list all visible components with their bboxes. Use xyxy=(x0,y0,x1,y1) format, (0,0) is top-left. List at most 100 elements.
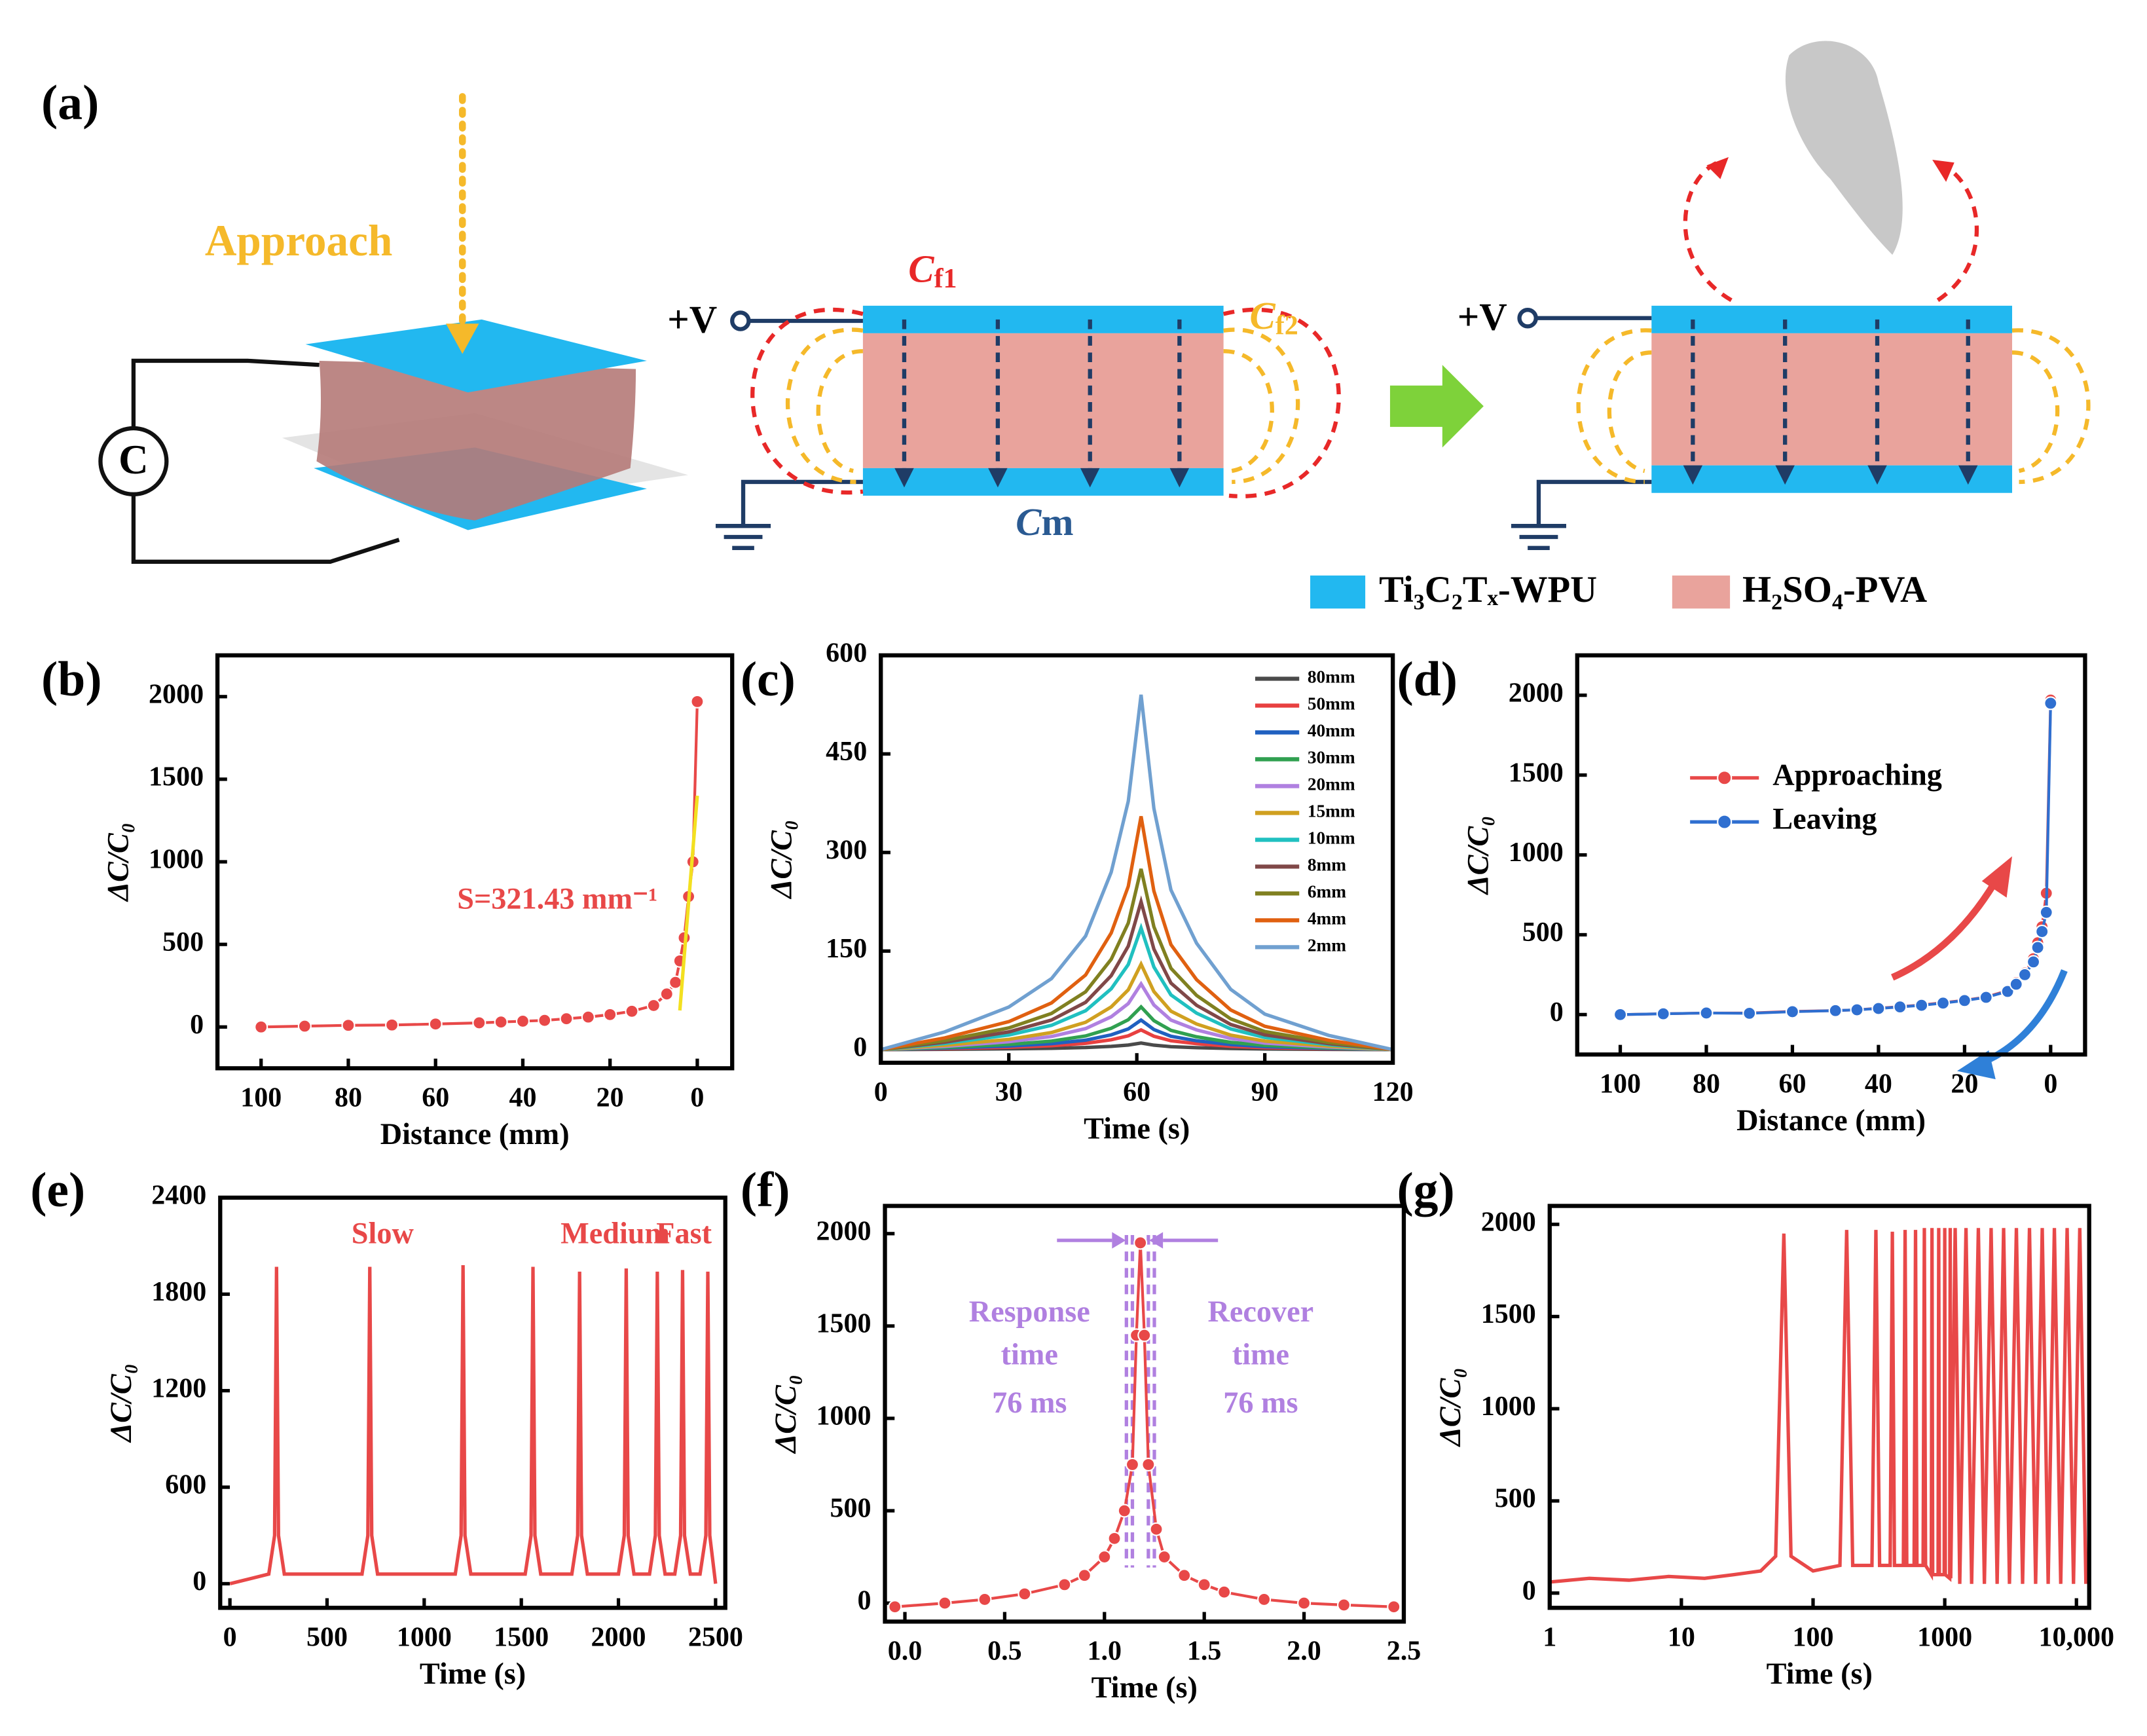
legend-marker xyxy=(1717,770,1733,786)
y-tick-label: 0 xyxy=(853,1032,867,1062)
legend-swatch xyxy=(1310,575,1366,609)
y-tick-label: 0 xyxy=(193,1566,206,1597)
y-axis-label: ΔC/C₀ xyxy=(1461,816,1495,896)
data-point xyxy=(1018,1587,1032,1601)
field-lines xyxy=(902,319,1182,475)
series-line xyxy=(1620,699,2052,1016)
data-point xyxy=(1850,1003,1864,1017)
y-tick-label: 2000 xyxy=(1481,1207,1536,1237)
legend-marker xyxy=(1717,814,1733,830)
y-tick-label: 1200 xyxy=(151,1373,206,1403)
x-tick-label: 10,000 xyxy=(2038,1622,2114,1652)
y-axis-label: ΔC/C₀ xyxy=(105,1363,138,1443)
data-point xyxy=(2030,940,2045,955)
y-tick-label: 0 xyxy=(190,1010,204,1040)
x-tick-label: 0 xyxy=(2044,1069,2057,1099)
panel-label: (a) xyxy=(41,76,99,130)
legend-label: Approaching xyxy=(1772,758,1942,792)
annotation: S=321.43 mm⁻¹ xyxy=(457,883,657,916)
panel-label: (c) xyxy=(741,652,796,707)
arrow-head xyxy=(1706,157,1729,179)
legend-label: 8mm xyxy=(1308,855,1346,875)
data-point xyxy=(1915,998,1929,1012)
plot-frame xyxy=(883,1204,1406,1624)
data-point xyxy=(428,1017,443,1031)
fit-line xyxy=(678,795,699,1011)
y-tick-label: 1500 xyxy=(1509,758,1564,788)
x-tick-label: 1.0 xyxy=(1088,1636,1122,1666)
finger xyxy=(1785,41,1903,255)
terminal xyxy=(1517,308,1538,329)
x-axis-label: Time (s) xyxy=(1092,1671,1198,1705)
data-point xyxy=(1613,1007,1628,1022)
annotation: Recover xyxy=(1208,1295,1314,1329)
y-tick-label: 0 xyxy=(1550,997,1564,1027)
y-tick-label: 2000 xyxy=(816,1216,871,1246)
data-point xyxy=(1125,1457,1139,1472)
data-point xyxy=(1656,1007,1670,1021)
y-tick-label: 1500 xyxy=(149,762,204,792)
legend-label: 80mm xyxy=(1308,667,1355,687)
panel-label: (b) xyxy=(41,652,101,707)
data-point xyxy=(690,694,705,709)
top-plate xyxy=(305,319,647,393)
data-point xyxy=(625,1004,639,1018)
meter-label: C xyxy=(119,437,149,483)
data-point xyxy=(1742,1006,1757,1020)
legend-label: Ti₃C₂Tₓ-WPU xyxy=(1379,569,1597,610)
fringe-field xyxy=(1683,160,1733,303)
x-tick-label: 0 xyxy=(874,1077,888,1107)
series-line xyxy=(880,923,1393,1052)
cm-label: Cm xyxy=(1016,501,1073,544)
legend-label: H₂SO₄-PVA xyxy=(1742,569,1927,610)
series-line xyxy=(881,980,1393,1052)
legend-label: Leaving xyxy=(1772,803,1877,836)
data-point xyxy=(1979,990,1993,1005)
plot-frame xyxy=(1575,653,2087,1057)
x-tick-label: 100 xyxy=(1792,1622,1833,1652)
cm-main: C xyxy=(1016,501,1042,544)
y-tick-label: 500 xyxy=(830,1494,871,1524)
data-point xyxy=(1217,1585,1232,1599)
cf1-main: C xyxy=(908,248,934,290)
x-tick-label: 10 xyxy=(1668,1622,1695,1652)
series-line xyxy=(261,701,699,1029)
data-point xyxy=(1936,996,1951,1010)
y-tick-label: 500 xyxy=(1495,1484,1536,1514)
legend-label: 4mm xyxy=(1308,909,1346,929)
x-axis-label: Time (s) xyxy=(1767,1657,1873,1691)
data-point xyxy=(254,1020,268,1034)
data-point xyxy=(1107,1531,1122,1545)
plot-frame xyxy=(879,653,1395,1065)
x-tick-label: 80 xyxy=(1693,1069,1720,1099)
data-point xyxy=(494,1015,508,1029)
fringe-field xyxy=(816,349,863,473)
x-tick-label: 60 xyxy=(1123,1077,1150,1107)
annotation: Response xyxy=(969,1295,1090,1329)
y-tick-label: 600 xyxy=(826,638,867,668)
transition-arrow xyxy=(1389,365,1484,448)
y-tick-label: 2000 xyxy=(149,679,204,709)
data-point xyxy=(581,1010,595,1024)
data-point xyxy=(341,1018,356,1033)
meter xyxy=(98,426,169,496)
x-tick-label: 1 xyxy=(1543,1622,1556,1652)
cf1-sub: f1 xyxy=(934,264,957,294)
plot-frame xyxy=(1547,1204,2091,1610)
series-line xyxy=(229,1265,718,1585)
x-tick-label: 20 xyxy=(1951,1069,1978,1099)
plot-frame xyxy=(215,653,735,1071)
data-point xyxy=(1197,1578,1211,1592)
wire xyxy=(1511,316,1652,550)
legend-swatch xyxy=(1672,575,1731,609)
data-point xyxy=(515,1014,530,1028)
y-tick-label: 500 xyxy=(162,927,204,957)
series-line xyxy=(881,960,1393,1052)
field-lines xyxy=(1691,319,1970,473)
x-tick-label: 0 xyxy=(690,1082,704,1113)
x-tick-label: 1500 xyxy=(494,1622,549,1652)
y-tick-label: 0 xyxy=(1522,1576,1536,1606)
data-point xyxy=(1387,1600,1401,1614)
voltage-label: +V xyxy=(1458,295,1507,338)
